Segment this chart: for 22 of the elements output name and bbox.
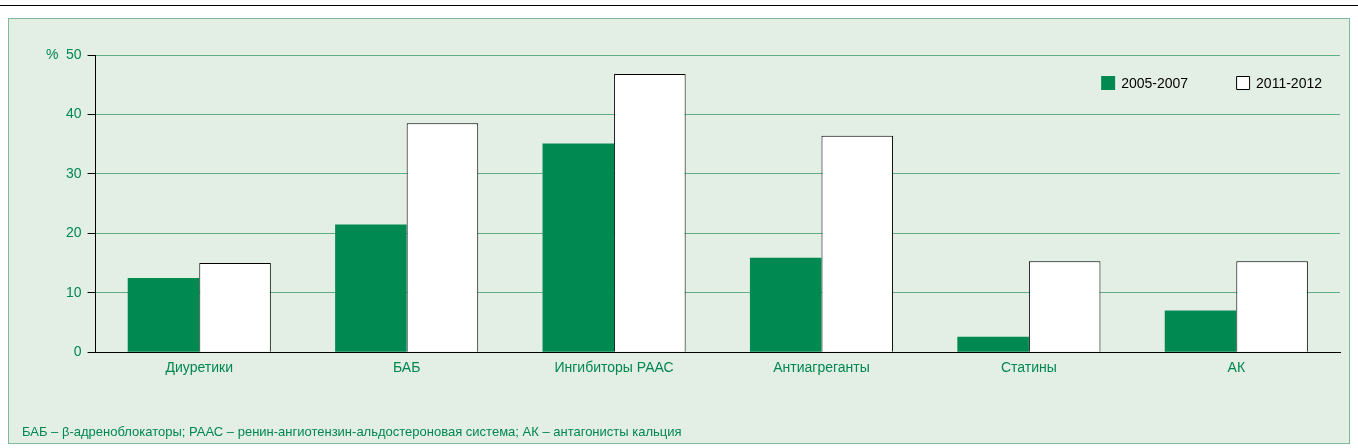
- y-tick-label: 40: [65, 105, 82, 122]
- x-tick-label: Ингибиторы РААС: [554, 359, 674, 376]
- bar: [749, 257, 822, 352]
- bar: [1164, 310, 1237, 352]
- bar: [335, 224, 407, 352]
- bar: [542, 143, 615, 352]
- y-tick-label: 20: [65, 224, 82, 241]
- x-tick-label: АК: [1227, 359, 1246, 376]
- x-tick-label: Антиагреганты: [773, 359, 870, 376]
- x-tick-label: Статины: [1000, 359, 1057, 376]
- x-tick-label: Диуретики: [165, 359, 233, 376]
- legend-label: 2011-2012: [1256, 74, 1323, 91]
- y-tick-label: 30: [65, 164, 82, 181]
- y-tick-label: 0: [73, 343, 82, 360]
- y-tick-label: 10: [65, 283, 82, 300]
- y-tick-label: 50: [65, 45, 82, 62]
- y-axis-title: %: [46, 45, 59, 62]
- bar: [127, 277, 200, 352]
- x-tick-label: БАБ: [392, 359, 421, 376]
- text: БАБ – β-адреноблокаторы; РААС – ренин-ангиотензин-альдостероновая система; АК – антагонисты кальция: [22, 424, 682, 439]
- bar: [957, 336, 1029, 352]
- legend-label: 2005-2007: [1121, 74, 1189, 91]
